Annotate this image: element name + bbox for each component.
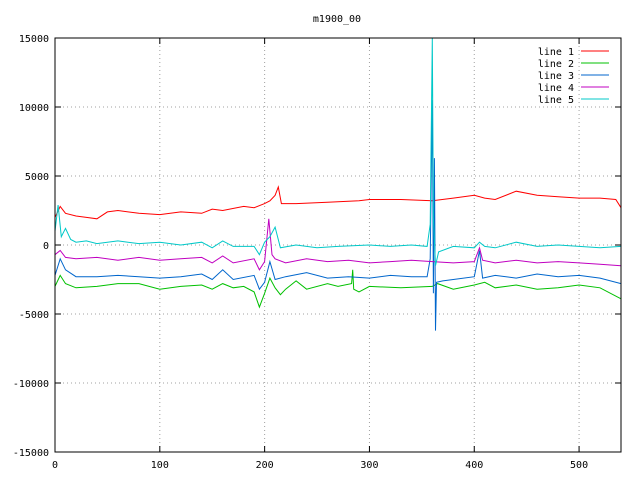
x-axis-ticks: 0 100 200 300 400 500: [52, 38, 588, 471]
y-tick-label: -15000: [13, 448, 49, 459]
series-line-1: [54, 185, 622, 220]
legend-label: line 3: [538, 71, 574, 82]
y-tick-label: 10000: [19, 103, 49, 114]
legend-label: line 4: [538, 83, 574, 94]
legend-label: line 5: [538, 95, 574, 106]
series-line-3: [54, 100, 622, 331]
series-line-2: [54, 269, 622, 309]
x-tick-label: 500: [570, 460, 588, 471]
series-line-5: [54, 37, 622, 266]
y-tick-label: -10000: [13, 379, 49, 390]
y-tick-label: 15000: [19, 34, 49, 45]
y-axis-ticks: -15000 -10000 -5000 0 5000 10000 15000: [13, 34, 621, 459]
legend-label: line 2: [538, 59, 574, 70]
x-tick-label: 200: [256, 460, 274, 471]
series-group: [54, 37, 622, 331]
series-line-4: [54, 218, 622, 271]
y-tick-label: 0: [43, 241, 49, 252]
chart-title: m1900_00: [313, 14, 361, 25]
x-tick-label: 400: [465, 460, 483, 471]
y-tick-label: 5000: [25, 172, 49, 183]
x-tick-label: 100: [151, 460, 169, 471]
grid-lines: [55, 38, 621, 452]
x-tick-label: 300: [360, 460, 378, 471]
legend-label: line 1: [538, 47, 574, 58]
y-tick-label: -5000: [19, 310, 49, 321]
x-tick-label: 0: [52, 460, 58, 471]
